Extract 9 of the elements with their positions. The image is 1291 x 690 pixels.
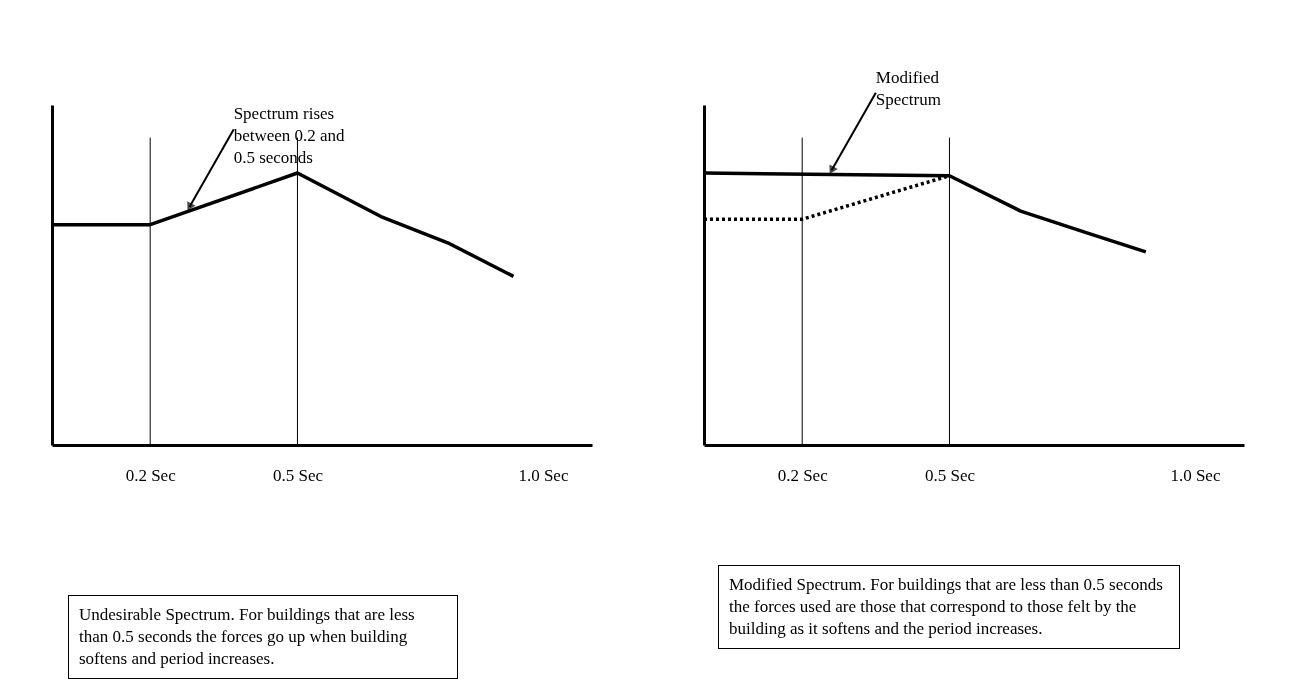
annotation: Modified Spectrum xyxy=(875,67,941,109)
x-tick-label: 0.5 Sec xyxy=(924,465,976,485)
x-tick-label: 1.0 Sec xyxy=(1170,465,1221,485)
x-tick-label: 1.0 Sec xyxy=(518,465,569,485)
text: Modified Spectrum. For buildings that are less than 0.5 seconds the forces used are those that correspond to those felt by the building as it softens and the period increases. xyxy=(718,565,1180,650)
text: Undesirable Spectrum. For buildings that are less than 0.5 seconds the forces go up when building softens and period increases. xyxy=(68,595,458,680)
x-tick-label: 0.5 Sec xyxy=(272,465,324,485)
x-tick-label: 0.2 Sec xyxy=(777,465,829,485)
x-tick-label: 0.2 Sec xyxy=(125,465,177,485)
